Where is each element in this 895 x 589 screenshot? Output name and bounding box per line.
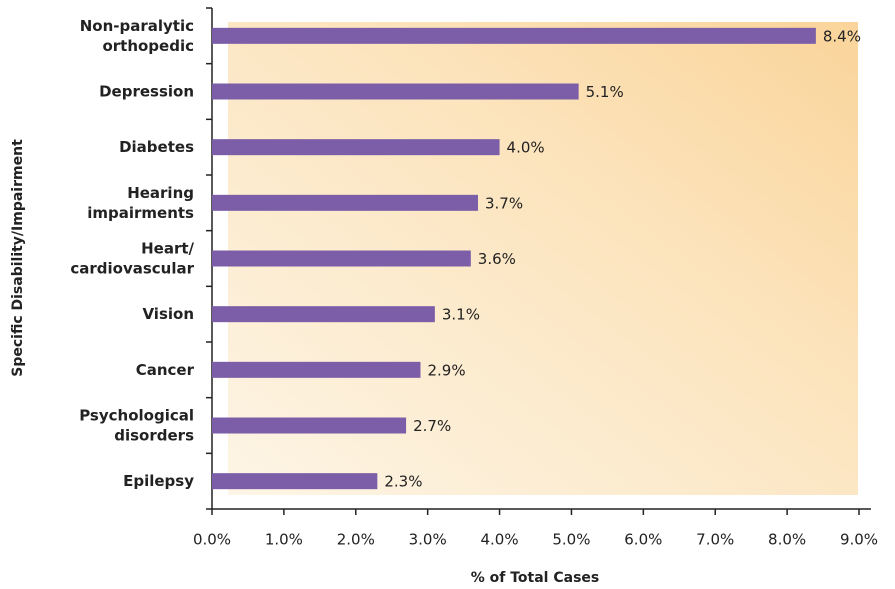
y-tick-label: Heart/cardiovascular xyxy=(70,239,194,277)
y-tick-label: Vision xyxy=(142,305,194,323)
bar xyxy=(212,250,471,267)
value-label: 2.3% xyxy=(384,473,422,491)
y-tick-label: Psychological disorders xyxy=(79,406,194,444)
x-axis-title: % of Total Cases xyxy=(471,570,600,586)
x-tick-label: 2.0% xyxy=(337,531,375,549)
x-tick-label: 8.0% xyxy=(768,531,806,549)
x-tick-label: 7.0% xyxy=(696,531,734,549)
x-tick-label: 9.0% xyxy=(840,531,878,549)
x-tick-label: 5.0% xyxy=(552,531,590,549)
value-label: 3.1% xyxy=(442,306,480,324)
value-label: 8.4% xyxy=(823,27,861,45)
bar xyxy=(212,139,500,156)
value-label: 3.7% xyxy=(485,194,523,212)
value-label: 2.7% xyxy=(413,417,451,435)
y-tick-label: Depression xyxy=(99,82,194,100)
value-label: 2.9% xyxy=(427,361,465,379)
y-tick-label: Hearing impairments xyxy=(87,183,194,221)
y-axis-title: Specific Disability/Impairment xyxy=(10,139,26,377)
x-tick-label: 4.0% xyxy=(481,531,519,549)
x-tick-label: 6.0% xyxy=(624,531,662,549)
x-tick-label: 1.0% xyxy=(265,531,303,549)
y-tick-label: Diabetes xyxy=(119,138,194,156)
bar xyxy=(212,361,421,378)
x-tick-label: 0.0% xyxy=(193,531,231,549)
value-label: 4.0% xyxy=(507,139,545,157)
x-tick-label: 3.0% xyxy=(409,531,447,549)
bar xyxy=(212,417,407,434)
bar xyxy=(212,473,378,490)
value-label: 5.1% xyxy=(586,83,624,101)
bar xyxy=(212,306,435,323)
y-tick-label: Cancer xyxy=(136,360,195,378)
bar xyxy=(212,194,478,211)
y-tick-label: Non-paralytic orthopedic xyxy=(80,16,194,54)
y-tick-label: Epilepsy xyxy=(123,472,194,490)
bar xyxy=(212,27,816,44)
bar xyxy=(212,83,579,100)
value-label: 3.6% xyxy=(478,250,516,268)
